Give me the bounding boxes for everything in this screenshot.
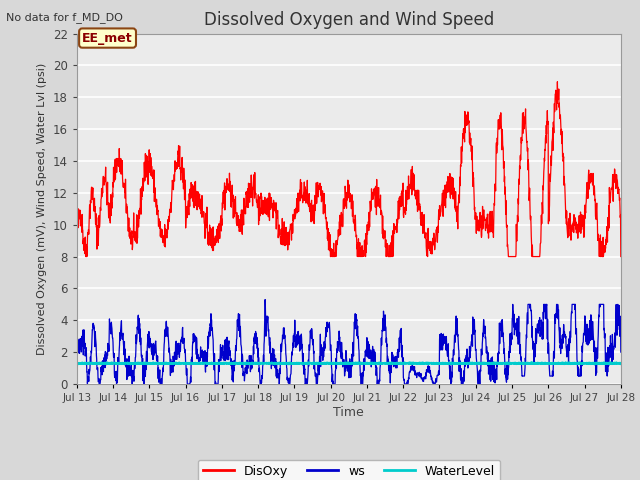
Y-axis label: Dissolved Oxygen (mV), Wind Speed, Water Lvl (psi): Dissolved Oxygen (mV), Wind Speed, Water…	[37, 63, 47, 355]
DisOxy	[502, 194, 509, 200]
ws	[602, 369, 609, 374]
ws	[261, 297, 269, 302]
Text: EE_met: EE_met	[83, 32, 133, 45]
Line: DisOxy: DisOxy	[77, 82, 621, 257]
DisOxy	[338, 218, 346, 224]
DisOxy	[602, 243, 609, 249]
Text: No data for f_MD_DO: No data for f_MD_DO	[6, 12, 124, 23]
WaterLevel	[602, 360, 609, 366]
ws	[73, 344, 81, 349]
ws	[338, 348, 346, 354]
ws	[502, 374, 509, 380]
WaterLevel	[323, 360, 331, 366]
Line: WaterLevel: WaterLevel	[77, 362, 621, 364]
WaterLevel	[100, 360, 108, 366]
WaterLevel	[502, 360, 509, 366]
WaterLevel	[344, 360, 352, 365]
DisOxy	[554, 79, 561, 84]
DisOxy	[82, 254, 90, 260]
DisOxy	[73, 234, 81, 240]
ws	[101, 352, 109, 358]
WaterLevel	[602, 361, 609, 367]
DisOxy	[602, 245, 609, 251]
WaterLevel	[338, 361, 346, 367]
WaterLevel	[617, 360, 625, 366]
Legend: DisOxy, ws, WaterLevel: DisOxy, ws, WaterLevel	[198, 460, 500, 480]
DisOxy	[101, 179, 109, 184]
ws	[324, 319, 332, 325]
ws	[617, 349, 625, 355]
DisOxy	[617, 254, 625, 260]
WaterLevel	[73, 360, 81, 366]
Title: Dissolved Oxygen and Wind Speed: Dissolved Oxygen and Wind Speed	[204, 11, 494, 29]
DisOxy	[323, 219, 331, 225]
X-axis label: Time: Time	[333, 406, 364, 419]
Line: ws: ws	[77, 300, 621, 384]
ws	[95, 381, 103, 387]
WaterLevel	[285, 361, 292, 367]
ws	[602, 350, 609, 356]
